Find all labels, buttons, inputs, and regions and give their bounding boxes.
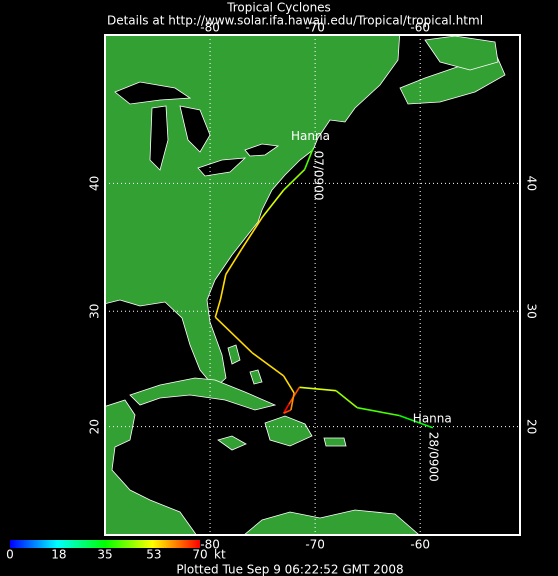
lake-michigan [149,105,169,171]
jamaica [217,435,247,451]
map-frame [104,34,521,536]
south-america [243,509,420,535]
bahamas [227,344,241,365]
x-tick-label: -80 [200,538,220,552]
track-segment [219,274,227,300]
colorbar-tick-label: 70 [192,548,207,562]
track-segment [282,375,295,394]
track-layer [214,148,434,429]
y-tick-label: 20 [88,419,102,434]
track-segment [225,248,243,275]
track-segment [283,409,292,415]
lake-huron [179,105,211,153]
y-tick-label-right: 20 [525,419,539,434]
storm-end-time: 07/0900 [312,151,326,201]
x-tick-label: -60 [410,538,430,552]
hispaniola [264,415,313,447]
track-segment [282,403,290,414]
y-tick-label-right: 40 [525,176,539,191]
puerto-rico [323,437,347,447]
colorbar-tick-label: 35 [97,548,112,562]
y-tick-label: 40 [88,176,102,191]
colorbar-tick-label: 53 [146,548,161,562]
storm-name-start: Hanna [413,411,452,425]
grid-layer [105,35,520,535]
track-segment [398,414,434,429]
bahamas-2 [249,369,263,385]
lake-ontario [244,143,280,157]
track-segment [251,352,285,377]
x-tick-label: -70 [305,538,325,552]
colorbar-units: kt [214,548,226,562]
track-segment [299,386,337,392]
storm-name-end: Hanna [291,129,330,143]
x-tick-label-top: -70 [305,21,325,35]
cuba [129,377,277,411]
colorbar [10,540,200,548]
track-segment [357,406,400,417]
footer: Plotted Tue Sep 9 06:22:52 GMT 2008 [176,563,403,576]
central-america [105,399,197,535]
subtitle: Details at http://www.solar.ifa.hawaii.e… [107,14,483,28]
track-segment [214,316,253,354]
track-segment [240,216,264,250]
lake-superior [114,81,192,105]
y-tick-label: 30 [88,304,102,319]
land-layer [105,35,506,535]
track-segment [303,148,314,170]
track-segment [261,189,285,218]
track-segment [290,392,295,411]
x-tick-label-top: -60 [410,21,430,35]
track-segment [214,298,222,318]
track-segment [335,390,358,409]
y-tick-label-right: 30 [525,304,539,319]
north-america [105,35,401,389]
x-tick-label-top: -80 [200,21,220,35]
colorbar-tick-label: 18 [51,548,66,562]
colorbar-tick-label: 0 [6,548,14,562]
track-segment [283,169,306,191]
title: Tropical Cyclones [226,1,331,15]
storm-start-time: 28/0900 [426,432,440,482]
